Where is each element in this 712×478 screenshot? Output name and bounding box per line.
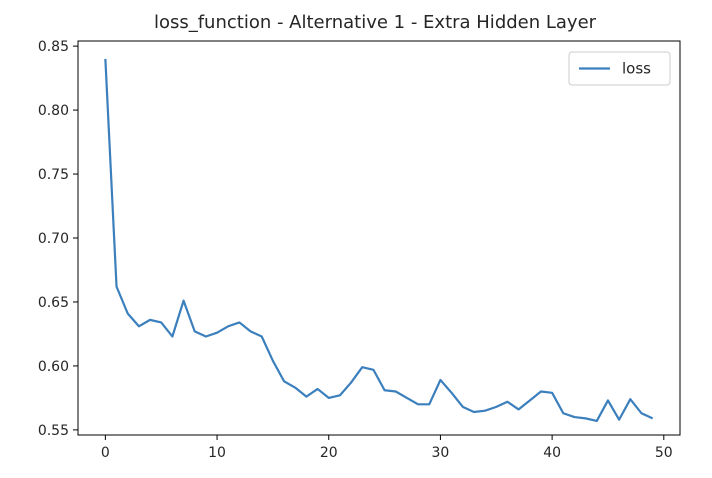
x-tick-label: 50 xyxy=(655,445,673,461)
y-tick-label: 0.70 xyxy=(38,231,69,247)
legend-box xyxy=(568,51,671,86)
y-tick-label: 0.80 xyxy=(38,103,69,119)
legend: loss xyxy=(568,51,671,86)
y-tick-label: 0.85 xyxy=(38,39,69,55)
chart-title: loss_function - Alternative 1 - Extra Hi… xyxy=(154,12,597,33)
x-tick-label: 0 xyxy=(101,445,110,461)
y-tick-label: 0.55 xyxy=(38,423,69,439)
x-tick-label: 40 xyxy=(543,445,561,461)
y-tick-label: 0.65 xyxy=(38,295,69,311)
y-tick-label: 0.75 xyxy=(38,167,69,183)
plot-frame xyxy=(77,40,681,436)
x-tick-label: 30 xyxy=(432,445,450,461)
x-tick-label: 10 xyxy=(208,445,226,461)
y-tick-label: 0.60 xyxy=(38,359,69,375)
legend-label-loss: loss xyxy=(622,60,651,78)
x-tick-label: 20 xyxy=(320,445,338,461)
series-line-loss xyxy=(104,58,654,423)
plot-area xyxy=(104,58,654,423)
